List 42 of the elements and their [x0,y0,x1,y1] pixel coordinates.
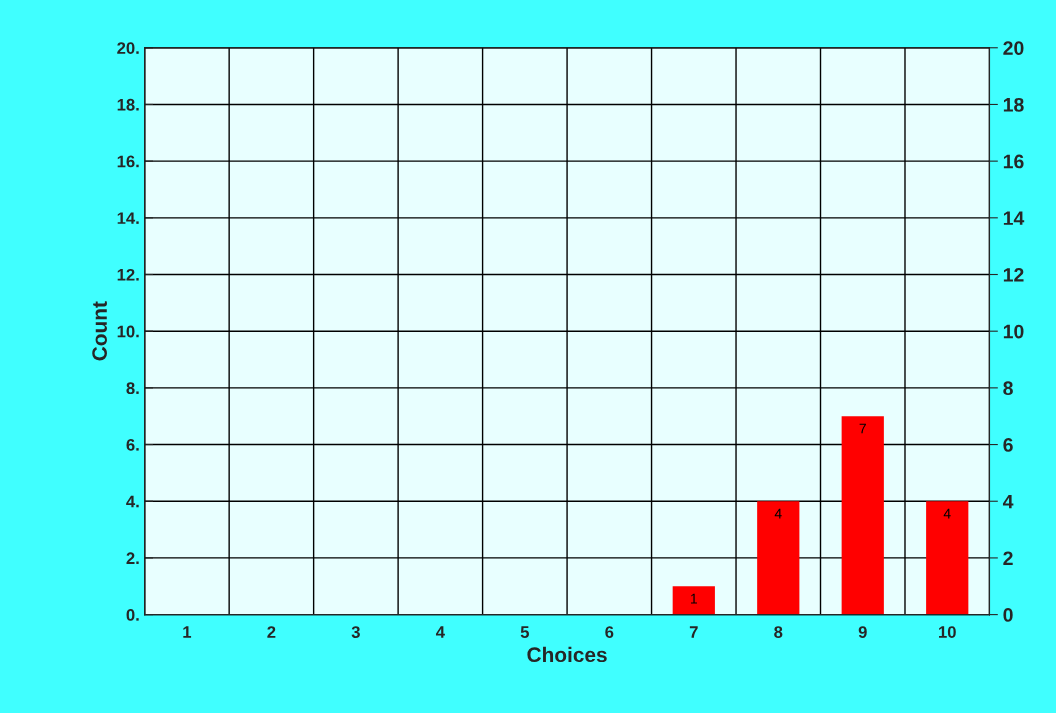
x-axis-title: Choices [527,646,607,663]
bar [841,416,884,615]
data-label: 1 [690,593,697,604]
y2-tick-label: 20 [1003,41,1024,56]
bar [672,586,715,615]
x-tick-label: 5 [520,626,529,638]
y-axis-title: Count [92,301,107,361]
y-tick-label: 4. [126,495,139,508]
y-tick-label: 8. [126,382,139,395]
y-tick-label: 2. [126,552,139,564]
x-tick-label: 10 [939,626,956,638]
y-tick-label: 16. [117,155,139,168]
x-tick-label: 6 [605,626,614,638]
x-tick-label: 7 [689,626,698,638]
bar [757,501,800,615]
x-tick-label: 3 [351,626,360,638]
y2-tick-label: 0 [1003,608,1013,622]
y2-tick-label: 2 [1003,551,1013,565]
y-tick-label: 6. [126,438,139,451]
x-tick-label: 9 [858,626,867,638]
y2-tick-label: 6 [1003,438,1013,452]
y2-tick-label: 10 [1003,324,1024,339]
y-tick-label: 0. [126,609,139,621]
bar [926,501,969,615]
x-tick-label: 1 [183,626,192,638]
y2-tick-label: 8 [1003,381,1013,396]
y2-tick-label: 14 [1003,211,1025,225]
y2-tick-label: 16 [1003,154,1024,169]
y-tick-label: 12. [117,268,139,281]
y-tick-label: 20. [117,42,139,54]
data-label: 7 [859,423,866,434]
x-tick-label: 8 [774,626,783,638]
data-label: 4 [774,508,782,519]
y2-tick-label: 4 [1002,494,1014,509]
y-tick-label: 10. [117,325,139,338]
y2-tick-label: 12 [1003,267,1024,282]
y-tick-label: 14. [117,212,139,224]
data-label: 4 [943,508,951,519]
x-tick-label: 2 [267,626,276,638]
x-tick-label: 4 [435,626,445,638]
y2-tick-label: 18 [1003,97,1024,112]
y-tick-label: 18. [117,98,139,111]
